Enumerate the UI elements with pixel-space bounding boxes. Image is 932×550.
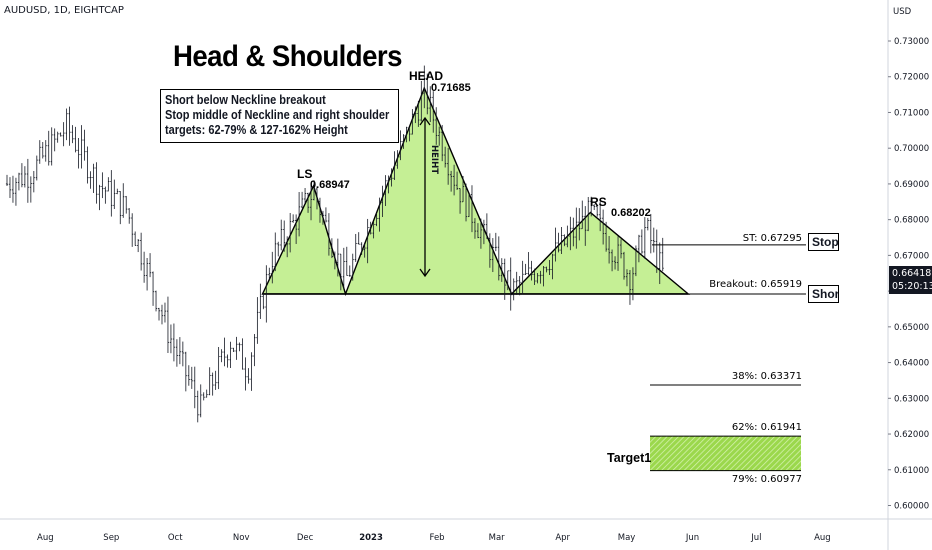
- candles: [5, 65, 664, 423]
- note-line: targets: 62-79% & 127-162% Height: [165, 123, 348, 137]
- x-tick-label: Oct: [168, 533, 183, 543]
- y-tick-label: 0.64000: [894, 359, 929, 369]
- height-arrowhead-top: [419, 116, 431, 126]
- y-tick-label: 0.62000: [894, 430, 929, 440]
- target1-label: Target1: [607, 451, 652, 465]
- level-lines: [650, 244, 806, 472]
- head-shoulders-pattern: [261, 86, 691, 297]
- x-tick-label: May: [618, 533, 636, 543]
- x-tick-label: 2023: [359, 533, 383, 543]
- head-label: HEAD: [409, 69, 444, 83]
- ls-price: 0.68947: [310, 179, 350, 191]
- breakout-level-label: Breakout: 0.65919: [709, 279, 802, 290]
- height-label: HEIHT: [429, 145, 439, 174]
- x-tick-label: Nov: [233, 533, 250, 543]
- y-tick-label: 0.73000: [894, 37, 929, 47]
- x-tick-label: Sep: [103, 533, 119, 543]
- x-tick-label: Jul: [750, 533, 761, 543]
- pattern-shape: [261, 86, 691, 297]
- target-zone-rect: [650, 436, 801, 471]
- target-38-label: 38%: 0.63371: [731, 371, 802, 382]
- stop-level-label: ST: 0.67295: [742, 233, 802, 244]
- price-axis[interactable]: 0.73000 0.72000 0.71000 0.70000 0.69000 0.680…: [888, 37, 929, 511]
- time-axis[interactable]: Aug Sep Oct Nov Dec 2023 Feb Mar Apr May Jun Jul Aug: [37, 533, 831, 543]
- target-62-label: 62%: 0.61941: [731, 422, 802, 433]
- y-tick-label: 0.72000: [894, 73, 929, 83]
- x-tick-label: Feb: [430, 533, 445, 543]
- currency-label: USD: [893, 7, 912, 17]
- stop-tag[interactable]: Stop: [808, 233, 839, 251]
- rs-label: RS: [590, 195, 607, 209]
- note-line: Short below Neckline breakout: [165, 93, 326, 107]
- y-tick-label: 0.61000: [894, 466, 929, 476]
- target-zone: [650, 436, 801, 471]
- y-tick-label: 0.68000: [894, 216, 929, 226]
- x-tick-label: Aug: [814, 533, 831, 543]
- y-tick-label: 0.69000: [894, 180, 929, 190]
- note-line: Stop middle of Neckline and right should…: [165, 108, 390, 122]
- y-tick-label: 0.63000: [894, 394, 929, 404]
- ls-label: LS: [297, 167, 313, 181]
- x-tick-label: Aug: [37, 533, 54, 543]
- height-arrowhead-bottom: [419, 268, 431, 278]
- y-tick-label: 0.71000: [894, 108, 929, 118]
- current-price-badge[interactable]: 0.66418 05:20:13: [889, 266, 932, 294]
- y-tick-label: 0.65000: [894, 323, 929, 333]
- rs-price: 0.68202: [611, 207, 651, 219]
- notes-box[interactable]: Short below Neckline breakout Stop middl…: [160, 89, 399, 143]
- x-tick-label: Jun: [685, 533, 699, 543]
- x-tick-label: Apr: [555, 533, 570, 543]
- current-price: 0.66418: [892, 268, 932, 279]
- symbol-label[interactable]: AUDUSD, 1D, EIGHTCAP: [4, 5, 124, 16]
- head-price: 0.71685: [431, 82, 471, 94]
- x-tick-label: Mar: [489, 533, 506, 543]
- y-tick-label: 0.67000: [894, 251, 929, 261]
- height-arrow: [419, 116, 431, 278]
- y-tick-label: 0.60000: [894, 501, 929, 511]
- short-tag[interactable]: Shor: [808, 285, 839, 303]
- y-tick-label: 0.70000: [894, 144, 929, 154]
- bar-countdown: 05:20:13: [892, 281, 932, 292]
- x-tick-label: Dec: [297, 533, 314, 543]
- target-79-label: 79%: 0.60977: [731, 474, 802, 485]
- chart-title: Head & Shoulders: [173, 40, 402, 73]
